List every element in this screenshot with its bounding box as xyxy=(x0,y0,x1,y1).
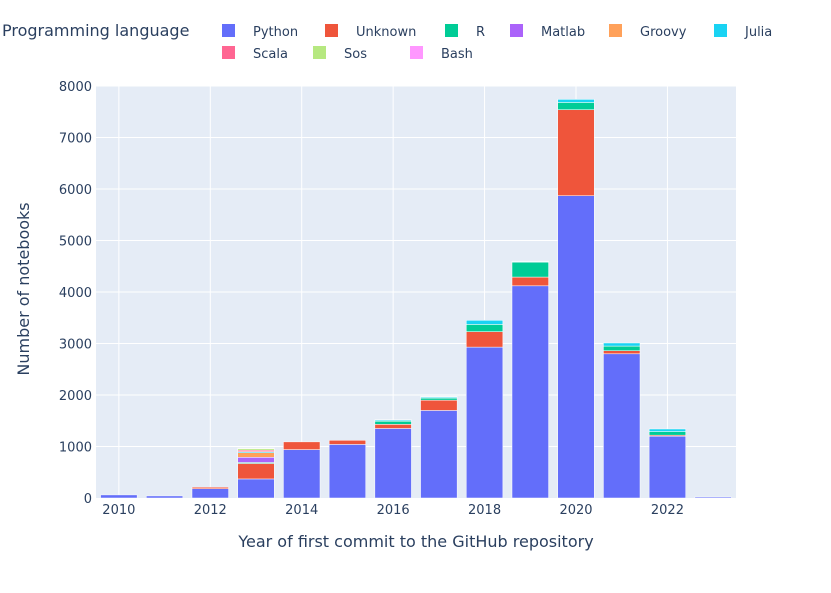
bar-segment-unknown-2012 xyxy=(191,486,229,489)
legend-title: Programming language xyxy=(2,21,189,40)
bar-segment-groovy-2013 xyxy=(237,452,275,458)
x-tick-label: 2010 xyxy=(102,503,135,518)
bar-segment-julia-2020 xyxy=(557,99,595,103)
bar-segment-unknown-2017 xyxy=(420,399,458,411)
legend: Python Unknown R Matlab Groovy Julia Scala Sos B… xyxy=(222,24,772,62)
legend-swatch-r xyxy=(445,24,458,37)
legend-label-python: Python xyxy=(253,25,298,40)
bar-segment-r-2017 xyxy=(420,397,458,401)
x-tick-label: 2022 xyxy=(651,503,684,518)
bar-segment-matlab-2013 xyxy=(237,457,275,463)
y-tick-label: 3000 xyxy=(59,338,92,353)
legend-label-matlab: Matlab xyxy=(541,25,585,40)
bar-segment-r-2022 xyxy=(648,431,686,436)
y-tick-label: 8000 xyxy=(59,80,92,95)
bar-segment-unknown-2019 xyxy=(511,276,549,287)
x-tick-label: 2012 xyxy=(194,503,227,518)
bar-segment-julia-2018 xyxy=(466,320,504,325)
bar-segment-python-2010 xyxy=(100,494,138,499)
bar-segment-unknown-2014 xyxy=(283,441,321,450)
x-axis-ticks: 2010 2012 2014 2016 2018 2020 2022 xyxy=(102,503,684,518)
legend-label-unknown: Unknown xyxy=(356,25,416,40)
y-tick-label: 0 xyxy=(84,492,92,507)
bar-segment-python-2016 xyxy=(374,428,412,499)
legend-swatch-python xyxy=(222,24,235,37)
legend-label-r: R xyxy=(476,25,485,40)
y-axis-ticks: 0 1000 2000 3000 4000 5000 6000 7000 8000 xyxy=(59,80,92,507)
bar-segment-python-2023 xyxy=(694,496,732,499)
bar-segment-julia-2021 xyxy=(603,342,641,347)
bar-segment-python-2017 xyxy=(420,410,458,499)
bar-segment-unknown-2013 xyxy=(237,463,275,480)
bar-segment-python-2015 xyxy=(328,444,366,499)
bar-segment-python-2019 xyxy=(511,285,549,499)
bars xyxy=(100,99,732,499)
bar-segment-r-2021 xyxy=(603,345,641,351)
y-tick-label: 1000 xyxy=(59,441,92,456)
legend-swatch-groovy xyxy=(609,24,622,37)
legend-swatch-julia xyxy=(714,24,727,37)
bar-segment-python-2020 xyxy=(557,195,595,499)
bar-segment-r-2016 xyxy=(374,421,412,425)
y-tick-label: 2000 xyxy=(59,389,92,404)
legend-label-bash: Bash xyxy=(441,47,473,62)
legend-swatch-sos xyxy=(313,46,326,59)
bar-segment-python-2018 xyxy=(466,346,504,499)
x-tick-label: 2014 xyxy=(285,503,318,518)
bar-segment-unknown-2021 xyxy=(603,350,641,355)
x-tick-label: 2020 xyxy=(559,503,592,518)
x-tick-label: 2016 xyxy=(377,503,410,518)
bar-segment-bash-2013 xyxy=(237,447,275,449)
bar-segment-r-2019 xyxy=(511,261,549,278)
legend-label-sos: Sos xyxy=(344,47,367,62)
bar-segment-unknown-2016 xyxy=(374,424,412,429)
y-tick-label: 5000 xyxy=(59,235,92,250)
bar-segment-python-2011 xyxy=(146,495,184,499)
bar-segment-r-2018 xyxy=(466,324,504,332)
legend-label-groovy: Groovy xyxy=(640,25,687,40)
bar-segment-python-2021 xyxy=(603,353,641,499)
bar-segment-r-2020 xyxy=(557,102,595,110)
bar-segment-python-2014 xyxy=(283,449,321,499)
legend-swatch-scala xyxy=(222,46,235,59)
bar-segment-julia-2022 xyxy=(648,428,686,432)
x-tick-label: 2018 xyxy=(468,503,501,518)
legend-swatch-bash xyxy=(410,46,423,59)
bar-segment-unknown-2015 xyxy=(328,440,366,445)
gridlines xyxy=(96,85,736,498)
legend-label-julia: Julia xyxy=(744,25,772,40)
bar-segment-sos-2017 xyxy=(420,396,458,398)
bar-segment-sos-2016 xyxy=(374,419,412,421)
y-tick-label: 6000 xyxy=(59,183,92,198)
bar-segment-python-2012 xyxy=(191,488,229,499)
y-tick-label: 7000 xyxy=(59,132,92,147)
y-tick-label: 4000 xyxy=(59,286,92,301)
legend-label-scala: Scala xyxy=(253,47,288,62)
legend-swatch-matlab xyxy=(510,24,523,37)
x-axis-title: Year of first commit to the GitHub repos… xyxy=(237,532,593,551)
legend-swatch-unknown xyxy=(325,24,338,37)
bar-segment-unknown-2018 xyxy=(466,331,504,348)
bar-segment-python-2022 xyxy=(648,435,686,499)
bar-segment-julia-2019 xyxy=(511,260,549,262)
y-axis-title: Number of notebooks xyxy=(14,202,33,375)
bar-segment-unknown-2020 xyxy=(557,109,595,196)
bar-segment-python-2013 xyxy=(237,478,275,499)
